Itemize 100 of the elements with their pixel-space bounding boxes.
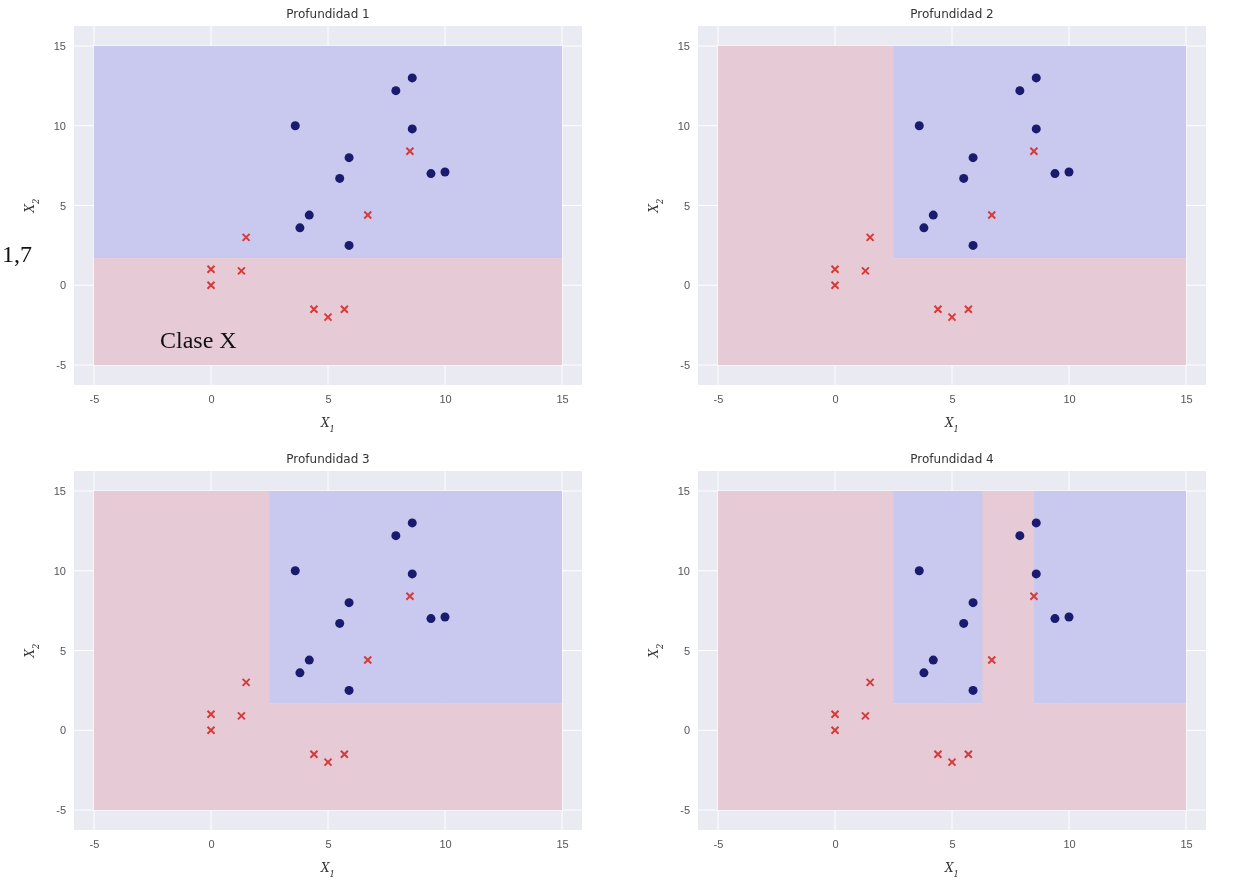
point <box>1031 518 1041 528</box>
point <box>1029 146 1039 156</box>
text: 1,7 <box>2 241 32 267</box>
annotation: Clase X <box>160 327 237 353</box>
point <box>865 232 875 242</box>
point <box>987 210 997 220</box>
y-tick-label: -5 <box>56 359 66 372</box>
point <box>304 655 314 665</box>
point <box>206 280 216 290</box>
y-tick-label: 0 <box>59 279 66 292</box>
point <box>830 709 840 719</box>
point <box>295 668 305 678</box>
point <box>919 668 929 678</box>
y-tick-label: 5 <box>683 199 690 212</box>
point <box>919 223 929 233</box>
point <box>407 124 417 134</box>
point <box>295 223 305 233</box>
point <box>1050 169 1060 179</box>
point <box>928 210 938 220</box>
point <box>830 725 840 735</box>
y-tick-label: 15 <box>677 485 690 498</box>
point <box>865 677 875 687</box>
point <box>440 167 450 177</box>
x-tick-label: 10 <box>439 392 452 405</box>
point <box>968 598 978 608</box>
x-tick-label: -5 <box>89 837 100 850</box>
x-tick-label: -5 <box>89 392 100 405</box>
point <box>309 749 319 759</box>
point <box>968 685 978 695</box>
point <box>987 655 997 665</box>
y-tick-label: 10 <box>677 564 690 577</box>
y-tick-label: 10 <box>53 564 66 577</box>
y-tick-label: 15 <box>677 40 690 53</box>
x-tick-label: -5 <box>713 837 724 850</box>
point <box>391 86 401 96</box>
y-tick-label: 5 <box>683 644 690 657</box>
y-tick-label: 0 <box>683 724 690 737</box>
point <box>363 210 373 220</box>
point <box>290 566 300 576</box>
point <box>407 569 417 579</box>
point <box>1064 612 1074 622</box>
point <box>405 146 415 156</box>
point <box>928 655 938 665</box>
point <box>335 173 345 183</box>
point <box>339 304 349 314</box>
point <box>344 240 354 250</box>
point <box>1015 531 1025 541</box>
point <box>933 749 943 759</box>
point <box>1050 614 1060 624</box>
point <box>309 304 319 314</box>
y-tick-label: 5 <box>59 199 66 212</box>
point <box>959 618 969 628</box>
point <box>391 531 401 541</box>
point <box>339 749 349 759</box>
point <box>206 725 216 735</box>
y-tick-label: 15 <box>53 485 66 498</box>
point <box>236 266 246 276</box>
y-tick-label: 10 <box>677 119 690 132</box>
chart-title: Profundidad 2 <box>910 7 994 21</box>
point <box>968 240 978 250</box>
point <box>344 153 354 163</box>
y-tick-label: 10 <box>53 119 66 132</box>
point <box>426 169 436 179</box>
x-axis-title: X$_{1}$ <box>320 416 335 434</box>
y-tick-label: 15 <box>53 40 66 53</box>
point <box>206 264 216 274</box>
y-tick-label: 0 <box>59 724 66 737</box>
x-tick-label: 5 <box>325 392 332 405</box>
point <box>959 173 969 183</box>
point <box>304 210 314 220</box>
point <box>947 312 957 322</box>
point <box>963 304 973 314</box>
point <box>290 121 300 131</box>
x-tick-label: 15 <box>556 392 569 405</box>
x-axis-title: X$_{1}$ <box>944 861 959 879</box>
point <box>236 711 246 721</box>
chart-title: Profundidad 3 <box>286 452 370 466</box>
x-tick-label: 10 <box>1063 837 1076 850</box>
x-tick-label: -5 <box>713 392 724 405</box>
point <box>860 266 870 276</box>
point <box>1064 167 1074 177</box>
x-tick-label: 15 <box>1180 392 1193 405</box>
point <box>914 121 924 131</box>
point <box>830 264 840 274</box>
x-tick-label: 0 <box>208 837 215 850</box>
x-tick-label: 5 <box>949 392 956 405</box>
x-tick-label: 0 <box>208 392 215 405</box>
chart-title: Profundidad 4 <box>910 452 994 466</box>
y-tick-label: 5 <box>59 644 66 657</box>
x-tick-label: 15 <box>1180 837 1193 850</box>
point <box>830 280 840 290</box>
point <box>407 518 417 528</box>
point <box>440 612 450 622</box>
point <box>963 749 973 759</box>
point <box>241 232 251 242</box>
x-tick-label: 0 <box>832 392 839 405</box>
point <box>363 655 373 665</box>
point <box>323 312 333 322</box>
point <box>1031 124 1041 134</box>
point <box>1031 73 1041 83</box>
